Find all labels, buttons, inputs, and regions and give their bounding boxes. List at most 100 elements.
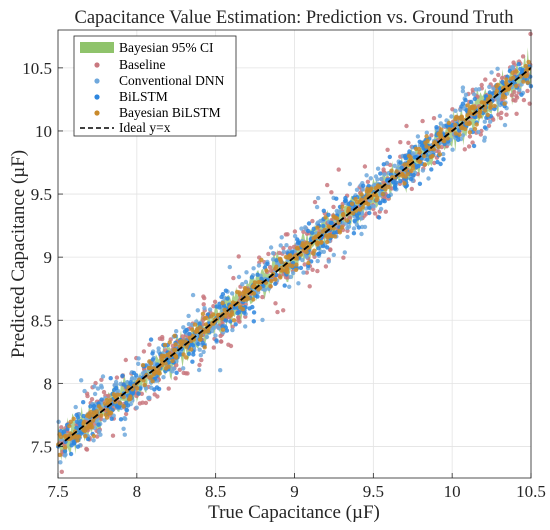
point-bayesian-bilstm xyxy=(402,181,407,186)
point-baseline xyxy=(509,93,514,98)
point-bilstm xyxy=(228,319,233,324)
point-baseline xyxy=(281,246,286,251)
point-baseline xyxy=(304,270,309,275)
point-baseline xyxy=(106,393,111,399)
point-bayesian-bilstm xyxy=(99,413,104,418)
point-baseline xyxy=(466,144,472,149)
point-bayesian-bilstm xyxy=(315,240,320,246)
point-bayesian-bilstm xyxy=(198,337,203,342)
point-conventional-dnn xyxy=(63,452,68,457)
point-bilstm xyxy=(311,226,316,231)
point-bilstm xyxy=(387,154,392,160)
point-baseline xyxy=(301,229,306,234)
point-bayesian-bilstm xyxy=(523,63,529,69)
point-bayesian-bilstm xyxy=(104,397,110,403)
point-bayesian-bilstm xyxy=(494,88,499,94)
point-conventional-dnn xyxy=(326,259,331,264)
point-bayesian-bilstm xyxy=(85,426,90,431)
point-baseline xyxy=(236,315,241,320)
point-conventional-dnn xyxy=(392,163,397,168)
point-bilstm xyxy=(394,180,399,185)
point-conventional-dnn xyxy=(136,356,141,361)
point-baseline xyxy=(201,302,206,307)
point-baseline xyxy=(336,167,341,172)
point-conventional-dnn xyxy=(97,429,102,434)
point-bilstm xyxy=(273,281,278,286)
point-conventional-dnn xyxy=(426,176,431,181)
point-conventional-dnn xyxy=(140,371,146,376)
point-conventional-dnn xyxy=(488,119,493,124)
point-baseline xyxy=(140,400,145,405)
point-bilstm xyxy=(214,338,219,343)
point-baseline xyxy=(521,97,527,103)
point-bayesian-bilstm xyxy=(481,100,487,106)
point-bayesian-bilstm xyxy=(203,329,208,334)
point-bayesian-bilstm xyxy=(467,109,472,115)
point-bayesian-bilstm xyxy=(504,77,509,82)
point-bilstm xyxy=(148,337,154,342)
point-bayesian-bilstm xyxy=(472,126,478,132)
point-baseline xyxy=(114,375,120,380)
point-bayesian-bilstm xyxy=(117,401,123,406)
point-conventional-dnn xyxy=(502,122,508,128)
point-baseline xyxy=(177,367,182,372)
point-conventional-dnn xyxy=(281,249,286,254)
point-bilstm xyxy=(124,407,129,413)
point-baseline xyxy=(362,164,368,169)
point-bilstm xyxy=(492,106,497,112)
point-bilstm xyxy=(125,403,131,408)
point-bayesian-bilstm xyxy=(231,318,237,323)
point-baseline xyxy=(277,250,282,256)
point-bayesian-bilstm xyxy=(323,233,329,238)
point-baseline xyxy=(467,134,473,139)
point-bayesian-bilstm xyxy=(502,95,508,100)
point-bayesian-bilstm xyxy=(256,287,261,292)
point-conventional-dnn xyxy=(441,151,446,157)
point-bayesian-bilstm xyxy=(68,419,73,424)
point-bayesian-bilstm xyxy=(183,355,189,360)
point-conventional-dnn xyxy=(487,84,492,90)
point-baseline xyxy=(329,190,334,195)
y-axis-ticks: 7.5 8 8.5 9 9.5 10 10.5 xyxy=(22,59,63,456)
point-conventional-dnn xyxy=(243,279,249,285)
point-bayesian-bilstm xyxy=(81,427,86,433)
point-conventional-dnn xyxy=(415,134,421,139)
point-bayesian-bilstm xyxy=(402,162,407,167)
point-bilstm xyxy=(249,275,255,280)
point-bilstm xyxy=(224,328,230,333)
point-bilstm xyxy=(120,373,125,378)
point-conventional-dnn xyxy=(161,375,166,380)
point-bilstm xyxy=(407,149,412,154)
point-bayesian-bilstm xyxy=(405,171,410,176)
point-bayesian-bilstm xyxy=(465,103,470,108)
point-conventional-dnn xyxy=(453,108,458,114)
point-bayesian-bilstm xyxy=(220,300,225,306)
point-bayesian-bilstm xyxy=(220,327,226,332)
point-bayesian-bilstm xyxy=(149,374,154,379)
point-conventional-dnn xyxy=(204,334,210,340)
point-bayesian-bilstm xyxy=(457,132,462,137)
point-bayesian-bilstm xyxy=(189,347,194,352)
point-conventional-dnn xyxy=(437,113,443,119)
point-bayesian-bilstm xyxy=(181,352,186,357)
point-baseline xyxy=(237,319,242,324)
point-baseline xyxy=(499,110,504,116)
point-conventional-dnn xyxy=(201,349,206,355)
point-bayesian-bilstm xyxy=(510,70,515,76)
point-bilstm xyxy=(519,92,524,97)
point-bayesian-bilstm xyxy=(103,412,109,417)
point-bilstm xyxy=(118,417,124,422)
point-bilstm xyxy=(469,99,474,105)
point-bilstm xyxy=(317,251,322,256)
point-bayesian-bilstm xyxy=(150,379,155,384)
chart-title: Capacitance Value Estimation: Prediction… xyxy=(75,8,514,28)
point-baseline xyxy=(123,411,129,417)
point-conventional-dnn xyxy=(321,249,327,254)
point-bayesian-bilstm xyxy=(273,277,278,282)
point-conventional-dnn xyxy=(195,308,200,313)
point-bayesian-bilstm xyxy=(173,342,178,347)
point-baseline xyxy=(528,31,533,37)
point-baseline xyxy=(285,232,290,237)
point-baseline xyxy=(496,72,501,78)
point-baseline xyxy=(173,376,178,381)
